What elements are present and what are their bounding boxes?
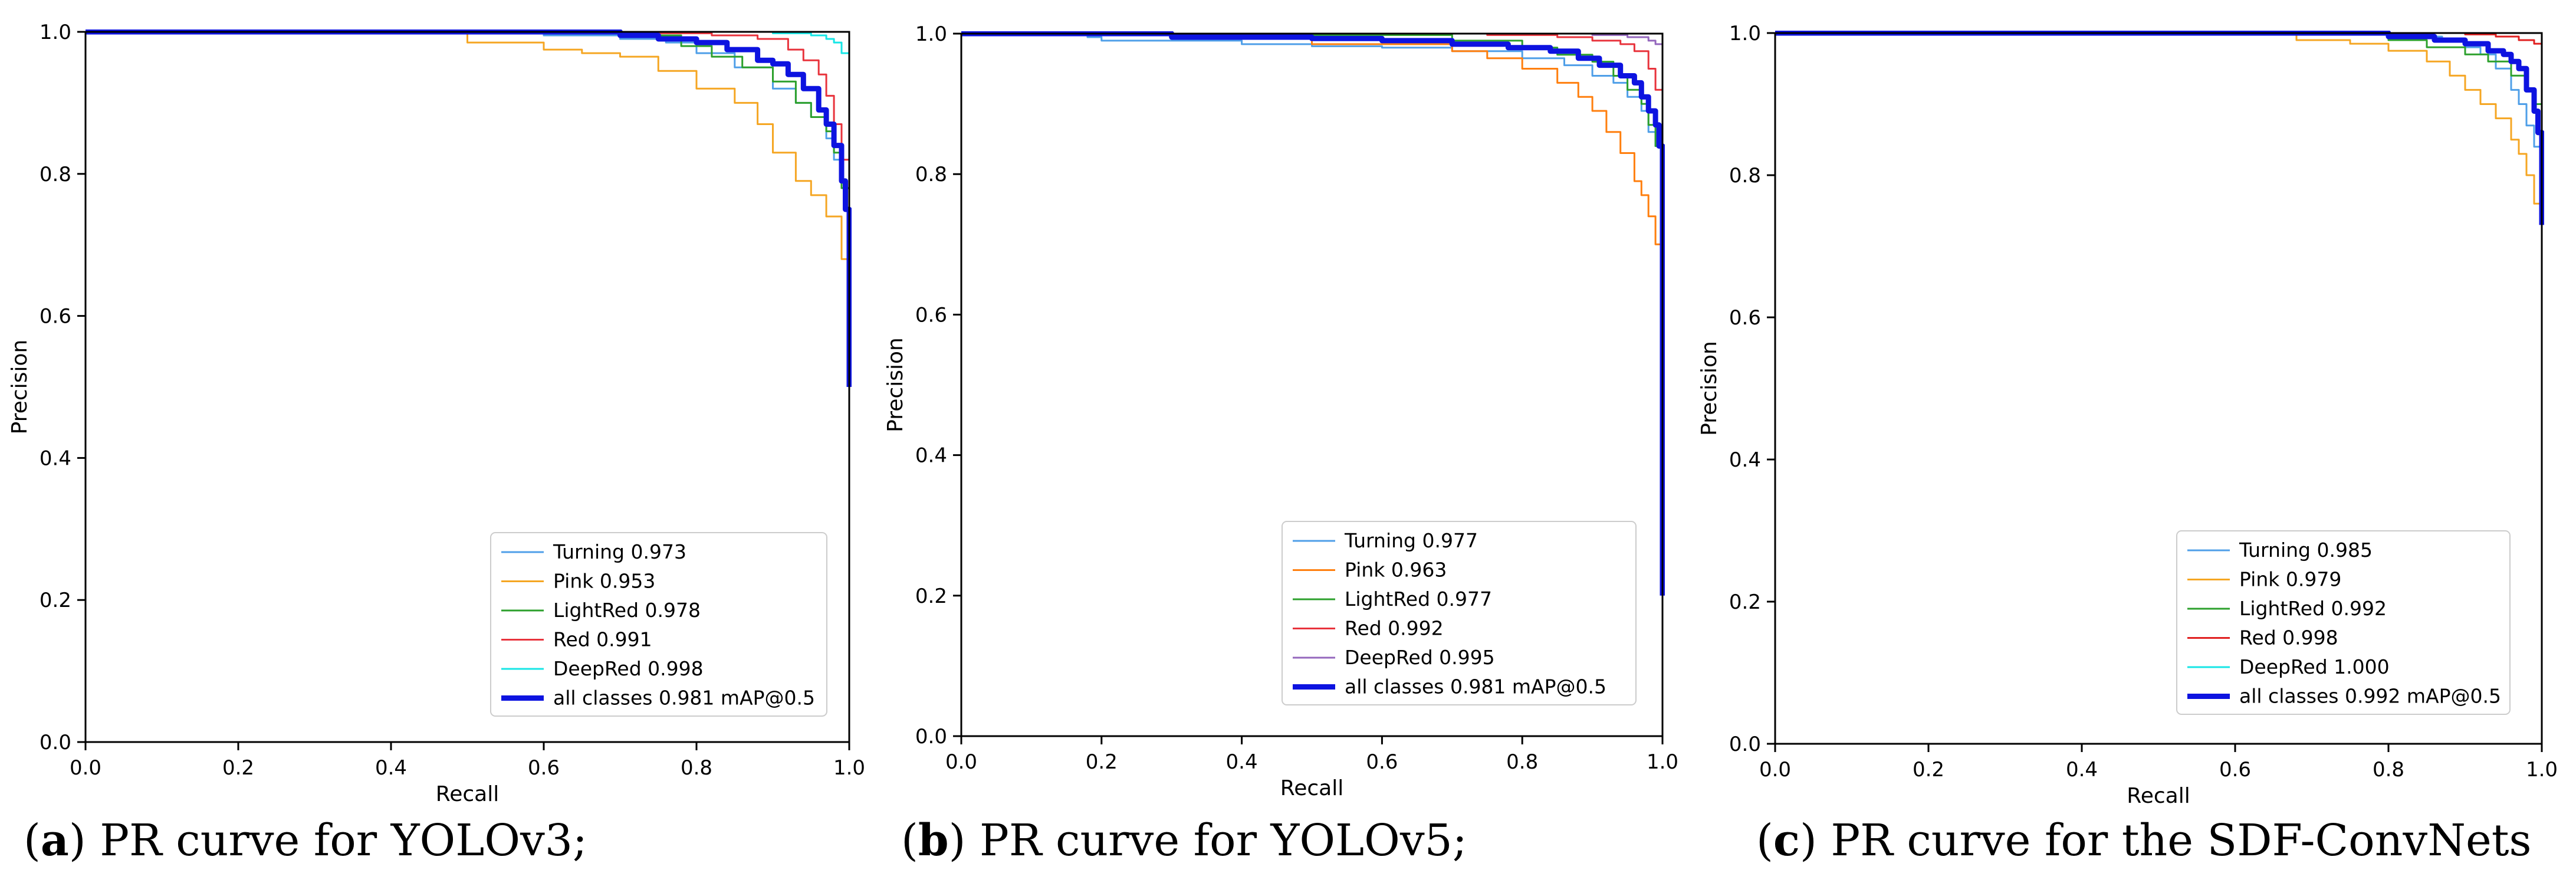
y-tick-label: 0.6 — [1729, 306, 1761, 330]
y-tick-label: 0.8 — [915, 163, 947, 186]
x-tick-label: 1.0 — [1647, 750, 1678, 774]
x-tick-label: 0.2 — [222, 756, 254, 780]
x-tick-label: 0.0 — [945, 750, 977, 774]
x-tick-label: 1.0 — [2526, 758, 2558, 782]
x-tick-label: 0.8 — [2373, 758, 2404, 782]
legend-label: DeepRed 0.995 — [1345, 646, 1495, 669]
y-tick-label: 0.6 — [915, 303, 947, 327]
series-group — [961, 31, 1665, 596]
y-tick-label: 0.6 — [40, 305, 71, 329]
caption-b-letter: b — [918, 815, 949, 866]
series-group — [1775, 31, 2544, 264]
y-tick-label: 0.8 — [40, 163, 71, 186]
legend: Turning 0.985 Pink 0.979 LightRed 0.992 Red… — [2176, 530, 2511, 715]
series-line-1 — [961, 32, 1664, 209]
legend-label: Turning 0.985 — [2239, 539, 2373, 562]
series-line-2 — [1775, 32, 2543, 264]
y-tick-label: 1.0 — [915, 22, 947, 46]
caption-b: (b) PR curve for YOLOv5; — [901, 815, 1467, 866]
x-tick-label: 0.4 — [1226, 750, 1258, 774]
y-axis-label: Precision — [1697, 341, 1721, 436]
y-tick-label: 0.2 — [1729, 590, 1761, 614]
x-tick-label: 0.0 — [70, 756, 101, 780]
y-tick-label: 0.0 — [1729, 733, 1761, 756]
x-tick-label: 0.8 — [1506, 750, 1538, 774]
legend-label: Red 0.992 — [1345, 617, 1444, 640]
x-axis-label: Recall — [1280, 776, 1343, 800]
caption-c-text: PR curve for the SDF-ConvNets — [1816, 815, 2532, 866]
caption-a-text: PR curve for YOLOv3; — [86, 815, 587, 866]
caption-a-letter: a — [40, 815, 69, 866]
x-tick-label: 0.0 — [1759, 758, 1791, 782]
caption-c-letter: c — [1773, 815, 1800, 866]
legend-label: Red 0.998 — [2239, 626, 2338, 649]
chart-panel-1: 0.0 0.2 0.4 0.6 0.8 1.0 0.0 0.2 0.4 0.6 0.8 1.0 Reca… — [8, 21, 865, 806]
legend-label: all classes 0.981 mAP@0.5 — [553, 687, 815, 710]
legend-label: Pink 0.963 — [1345, 559, 1447, 582]
x-tick-label: 0.6 — [528, 756, 560, 780]
y-tick-label: 0.0 — [915, 725, 947, 749]
x-tick-label: 1.0 — [833, 756, 865, 780]
legend: Turning 0.977 Pink 0.963 LightRed 0.977 Red… — [1282, 521, 1637, 705]
caption-a: (a) PR curve for YOLOv3; — [24, 815, 587, 866]
legend-box — [490, 532, 827, 717]
legend-label: DeepRed 0.998 — [553, 657, 704, 680]
x-axis-label: Recall — [2127, 784, 2190, 808]
y-tick-label: 0.2 — [40, 589, 71, 612]
series-line-2 — [86, 31, 850, 309]
x-tick-label: 0.2 — [1913, 758, 1944, 782]
chart-panel-2: 0.0 0.2 0.4 0.6 0.8 1.0 0.0 0.2 0.4 0.6 0.8 1.0 Reca… — [883, 22, 1678, 800]
caption-b-text: PR curve for YOLOv5; — [965, 815, 1467, 866]
y-tick-label: 0.8 — [1729, 164, 1761, 188]
plot-frame — [1774, 32, 2543, 745]
legend-label: all classes 0.992 mAP@0.5 — [2239, 685, 2501, 708]
legend-label: LightRed 0.977 — [1345, 587, 1492, 610]
y-tick-label: 0.2 — [915, 585, 947, 608]
y-tick-label: 1.0 — [1729, 22, 1761, 45]
caption-c: (c) PR curve for the SDF-ConvNets — [1756, 815, 2532, 866]
y-tick-label: 1.0 — [40, 21, 71, 44]
x-tick-label: 0.2 — [1086, 750, 1118, 774]
x-tick-label: 0.4 — [375, 756, 407, 780]
plot-frame — [84, 31, 850, 743]
legend-box — [1282, 521, 1637, 705]
legend: Turning 0.973 Pink 0.953 LightRed 0.978 Red… — [490, 532, 827, 717]
legend-label: DeepRed 1.000 — [2239, 655, 2390, 678]
series-line-6 — [86, 29, 852, 387]
legend-label: Pink 0.979 — [2239, 568, 2341, 591]
y-axis-label: Precision — [8, 340, 32, 435]
x-tick-label: 0.6 — [1366, 750, 1398, 774]
series-line-6 — [961, 31, 1665, 596]
series-group — [86, 29, 852, 387]
y-tick-label: 0.4 — [1729, 448, 1761, 472]
series-line-3 — [86, 31, 850, 316]
legend-label: Turning 0.973 — [553, 540, 686, 563]
y-tick-label: 0.0 — [40, 731, 71, 754]
legend-label: LightRed 0.978 — [553, 599, 701, 622]
series-line-2 — [961, 32, 1664, 301]
series-line-6 — [1775, 31, 2544, 225]
chart-panel-3: 0.0 0.2 0.4 0.6 0.8 1.0 0.0 0.2 0.4 0.6 0.8 1.0 Reca… — [1697, 22, 2558, 808]
y-axis-label: Precision — [883, 337, 908, 432]
x-tick-label: 0.6 — [2219, 758, 2251, 782]
legend-label: Red 0.991 — [553, 628, 652, 651]
legend-label: LightRed 0.992 — [2239, 597, 2387, 620]
legend-box — [2176, 530, 2511, 715]
legend-label: Turning 0.977 — [1344, 529, 1478, 552]
series-line-4 — [86, 31, 850, 245]
legend-label: all classes 0.981 mAP@0.5 — [1345, 675, 1606, 698]
x-tick-label: 0.8 — [681, 756, 712, 780]
x-axis-label: Recall — [436, 782, 499, 806]
series-line-4 — [961, 32, 1664, 160]
series-line-1 — [86, 31, 850, 302]
y-tick-label: 0.4 — [915, 444, 947, 468]
x-tick-label: 0.4 — [2066, 758, 2098, 782]
y-tick-label: 0.4 — [40, 447, 71, 470]
legend-label: Pink 0.953 — [553, 570, 655, 593]
plot-frame — [960, 32, 1664, 737]
